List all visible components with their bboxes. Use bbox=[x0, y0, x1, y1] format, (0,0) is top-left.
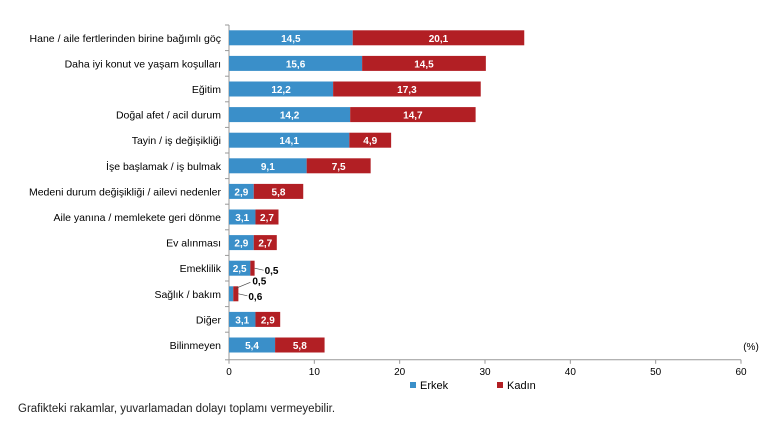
legend-label-erkek: Erkek bbox=[420, 380, 449, 392]
data-label-kadin: 20,1 bbox=[429, 34, 449, 45]
legend-label-kadin: Kadın bbox=[507, 380, 536, 392]
bar-kadin bbox=[233, 286, 239, 302]
category-label: Emeklilik bbox=[180, 263, 222, 275]
category-label: Diğer bbox=[196, 314, 222, 326]
data-label-kadin: 2,7 bbox=[260, 213, 274, 224]
data-label-erkek: 5,4 bbox=[245, 341, 259, 352]
bar-erkek bbox=[229, 55, 363, 71]
bar-erkek bbox=[229, 81, 334, 97]
category-label: Ev alınması bbox=[166, 238, 221, 250]
bar-erkek bbox=[229, 337, 276, 353]
x-tick-label: 60 bbox=[735, 367, 747, 378]
bar-kadin bbox=[333, 81, 481, 97]
bar-erkek bbox=[229, 183, 254, 199]
data-label-kadin: 5,8 bbox=[272, 187, 286, 198]
x-tick-label: 30 bbox=[479, 367, 491, 378]
bar-kadin bbox=[352, 30, 525, 46]
category-label: Eğitim bbox=[192, 84, 221, 96]
data-label-kadin: 17,3 bbox=[397, 85, 417, 96]
bar-kadin bbox=[255, 209, 279, 225]
data-label-erkek: 2,9 bbox=[234, 187, 248, 198]
category-label: Hane / aile fertlerinden birine bağımlı … bbox=[30, 33, 221, 45]
data-label-erkek: 14,1 bbox=[279, 136, 299, 147]
data-label-erkek: 2,9 bbox=[234, 239, 248, 250]
data-label-kadin: 14,7 bbox=[403, 111, 423, 122]
leader-line bbox=[254, 267, 264, 271]
bar-erkek bbox=[229, 107, 351, 123]
bar-erkek bbox=[229, 158, 307, 174]
category-label: Sağlık / bakım bbox=[154, 289, 221, 301]
data-label-kadin: 5,8 bbox=[293, 341, 307, 352]
data-label-erkek: 15,6 bbox=[286, 59, 306, 70]
x-unit-label: (%) bbox=[743, 342, 759, 353]
bar-erkek bbox=[229, 286, 234, 302]
bar-erkek bbox=[229, 30, 353, 46]
bar-kadin bbox=[362, 55, 486, 71]
category-label: Tayin / iş değişikliği bbox=[132, 135, 221, 147]
bar-erkek bbox=[229, 311, 256, 327]
x-tick-label: 0 bbox=[226, 367, 232, 378]
x-tick-label: 50 bbox=[650, 367, 662, 378]
data-label-kadin: 7,5 bbox=[332, 162, 346, 173]
category-label: İşe başlamak / iş bulmak bbox=[106, 160, 222, 173]
bar-erkek bbox=[229, 209, 256, 225]
bar-erkek bbox=[229, 235, 254, 251]
category-label: Bilinmeyen bbox=[170, 340, 222, 352]
leader-line bbox=[235, 281, 251, 289]
x-tick-label: 40 bbox=[565, 367, 577, 378]
data-label-kadin: 14,5 bbox=[414, 59, 434, 70]
data-label-kadin: 0,5 bbox=[265, 266, 279, 277]
data-label-kadin: 2,9 bbox=[261, 315, 275, 326]
bar-kadin bbox=[253, 183, 304, 199]
data-label-kadin: 0,6 bbox=[248, 292, 262, 303]
bar-kadin bbox=[253, 235, 277, 251]
category-label: Daha iyi konut ve yaşam koşulları bbox=[65, 58, 221, 70]
legend-swatch-erkek bbox=[410, 382, 416, 388]
data-label-erkek: 9,1 bbox=[261, 162, 275, 173]
bar-erkek bbox=[229, 260, 251, 276]
bar-kadin bbox=[255, 311, 281, 327]
data-label-erkek: 0,5 bbox=[252, 276, 266, 287]
data-label-erkek: 3,1 bbox=[235, 213, 249, 224]
data-label-erkek: 14,2 bbox=[280, 111, 300, 122]
bar-kadin bbox=[349, 132, 392, 148]
bar-kadin bbox=[306, 158, 371, 174]
bar-kadin bbox=[250, 260, 255, 276]
data-label-erkek: 3,1 bbox=[235, 315, 249, 326]
data-label-erkek: 12,2 bbox=[271, 85, 291, 96]
bar-kadin bbox=[275, 337, 325, 353]
category-label: Medeni durum değişikliği / ailevi nedenl… bbox=[29, 186, 222, 198]
data-label-erkek: 14,5 bbox=[281, 34, 301, 45]
x-tick-label: 20 bbox=[394, 367, 406, 378]
data-label-kadin: 2,7 bbox=[258, 239, 272, 250]
footnote: Grafikteki rakamlar, yuvarlamadan dolayı… bbox=[18, 403, 336, 415]
data-label-kadin: 4,9 bbox=[363, 136, 377, 147]
category-label: Doğal afet / acil durum bbox=[116, 110, 221, 122]
x-tick-label: 10 bbox=[309, 367, 321, 378]
bar-kadin bbox=[350, 107, 476, 123]
data-label-erkek: 2,5 bbox=[233, 264, 247, 275]
bar-erkek bbox=[229, 132, 350, 148]
leader-line bbox=[238, 293, 248, 297]
legend-swatch-kadin bbox=[497, 382, 503, 388]
category-label: Aile yanına / memlekete geri dönme bbox=[53, 212, 221, 224]
